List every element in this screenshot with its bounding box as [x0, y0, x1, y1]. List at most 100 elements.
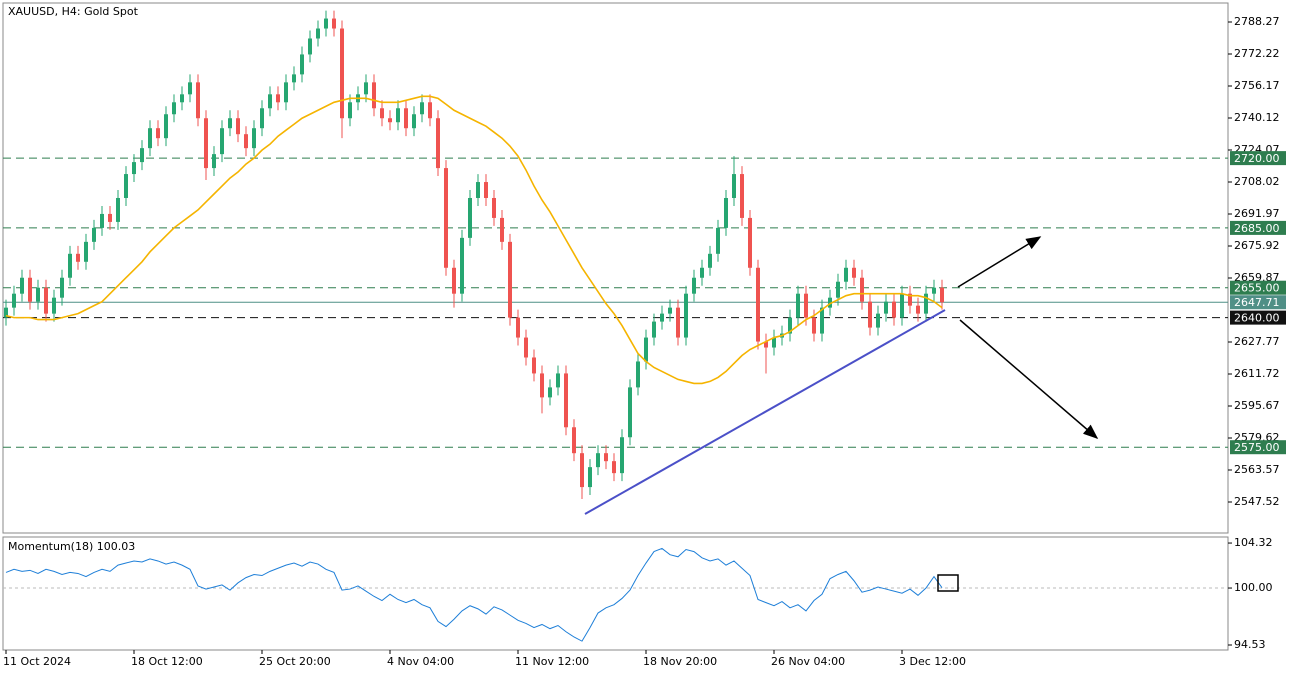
candle-body: [68, 253, 72, 278]
candle-body: [108, 213, 112, 222]
candle-body: [708, 253, 712, 268]
candle-body: [148, 128, 152, 149]
candle-body: [212, 154, 216, 169]
candle-body: [204, 118, 208, 169]
candle-body: [644, 337, 648, 362]
candle-body: [884, 301, 888, 314]
candle-body: [452, 267, 456, 294]
momentum-line: [5, 547, 943, 642]
candle-body: [764, 341, 768, 348]
level-label-box: [1230, 440, 1286, 455]
candle-body: [420, 102, 424, 115]
x-tick-label: 18 Oct 12:00: [131, 655, 203, 668]
candle-body: [364, 82, 368, 95]
level-label-box: [1230, 151, 1286, 166]
candle-body: [172, 102, 176, 115]
candle-body: [180, 94, 184, 103]
candle-body: [540, 373, 544, 398]
chart-title: XAUUSD, H4: Gold Spot: [8, 5, 139, 18]
candle-body: [556, 373, 560, 388]
candle-body: [492, 197, 496, 218]
candle-body: [868, 301, 872, 328]
candle-body: [36, 287, 40, 302]
candle-body: [940, 287, 944, 303]
candle-body: [532, 357, 536, 374]
candle-body: [788, 317, 792, 334]
y-tick-label: 100.00: [1234, 581, 1273, 594]
y-tick-label: 2627.77: [1234, 335, 1280, 348]
momentum-panel: [2, 536, 1229, 651]
y-tick-label: 2611.72: [1234, 367, 1280, 380]
candle-body: [100, 213, 104, 228]
candle-body: [4, 307, 8, 318]
candle-body: [604, 453, 608, 462]
x-tick-label: 11 Oct 2024: [3, 655, 71, 668]
candle-body: [564, 373, 568, 428]
candle-body: [836, 281, 840, 298]
candle-body: [612, 461, 616, 474]
candle-body: [900, 293, 904, 318]
level-label: 2685.00: [1234, 222, 1280, 235]
x-tick-label: 26 Nov 04:00: [771, 655, 845, 668]
candle-body: [484, 182, 488, 198]
level-label: 2647.71: [1234, 296, 1280, 309]
candle-body: [292, 74, 296, 83]
candle-body: [372, 82, 376, 109]
level-label-box: [1230, 280, 1286, 295]
level-label: 2575.00: [1234, 441, 1280, 454]
candle-body: [844, 267, 848, 282]
candle-body: [932, 287, 936, 294]
candle-body: [308, 38, 312, 55]
candle-body: [652, 321, 656, 338]
x-tick-label: 11 Nov 12:00: [515, 655, 589, 668]
candle-body: [860, 277, 864, 302]
candle-body: [700, 267, 704, 278]
candle-body: [660, 313, 664, 322]
candle-body: [284, 82, 288, 103]
candle-body: [924, 293, 928, 314]
y-tick-label: 2756.17: [1234, 79, 1280, 92]
candle-body: [676, 307, 680, 338]
candle-body: [252, 128, 256, 149]
candle-body: [588, 467, 592, 488]
candle-body: [244, 134, 248, 149]
candle-body: [892, 301, 896, 318]
price-panel: [2, 2, 1229, 534]
x-tick-label: 25 Oct 20:00: [259, 655, 331, 668]
candle-body: [596, 453, 600, 468]
candle-body: [628, 387, 632, 438]
candle-body: [76, 253, 80, 262]
candle-body: [388, 118, 392, 123]
level-label: 2640.00: [1234, 312, 1280, 325]
candle-body: [124, 174, 128, 198]
x-tick-label: 4 Nov 04:00: [387, 655, 454, 668]
candle-body: [468, 197, 472, 238]
candle-body: [12, 293, 16, 308]
candle-body: [716, 227, 720, 254]
level-label-box: [1230, 310, 1286, 325]
candle-body: [804, 293, 808, 318]
candle-body: [132, 162, 136, 175]
candle-body: [156, 128, 160, 139]
y-tick-label: 104.32: [1234, 536, 1273, 549]
candle-body: [668, 307, 672, 314]
candle-body: [300, 54, 304, 75]
candle-body: [500, 217, 504, 242]
candle-body: [316, 28, 320, 39]
candle-body: [476, 182, 480, 198]
y-tick-label: 2691.97: [1234, 207, 1280, 220]
x-tick-label: 18 Nov 20:00: [643, 655, 717, 668]
candle-body: [236, 118, 240, 135]
candle-body: [140, 148, 144, 163]
candle-body: [116, 197, 120, 222]
y-tick-label: 2740.12: [1234, 111, 1280, 124]
y-tick-label: 94.53: [1234, 638, 1266, 651]
level-label-box: [1230, 295, 1286, 310]
candle-body: [548, 387, 552, 398]
candle-body: [380, 108, 384, 119]
candle-body: [908, 293, 912, 306]
candle-body: [524, 337, 528, 358]
candle-body: [572, 427, 576, 454]
candle-body: [52, 297, 56, 314]
candle-body: [796, 293, 800, 318]
